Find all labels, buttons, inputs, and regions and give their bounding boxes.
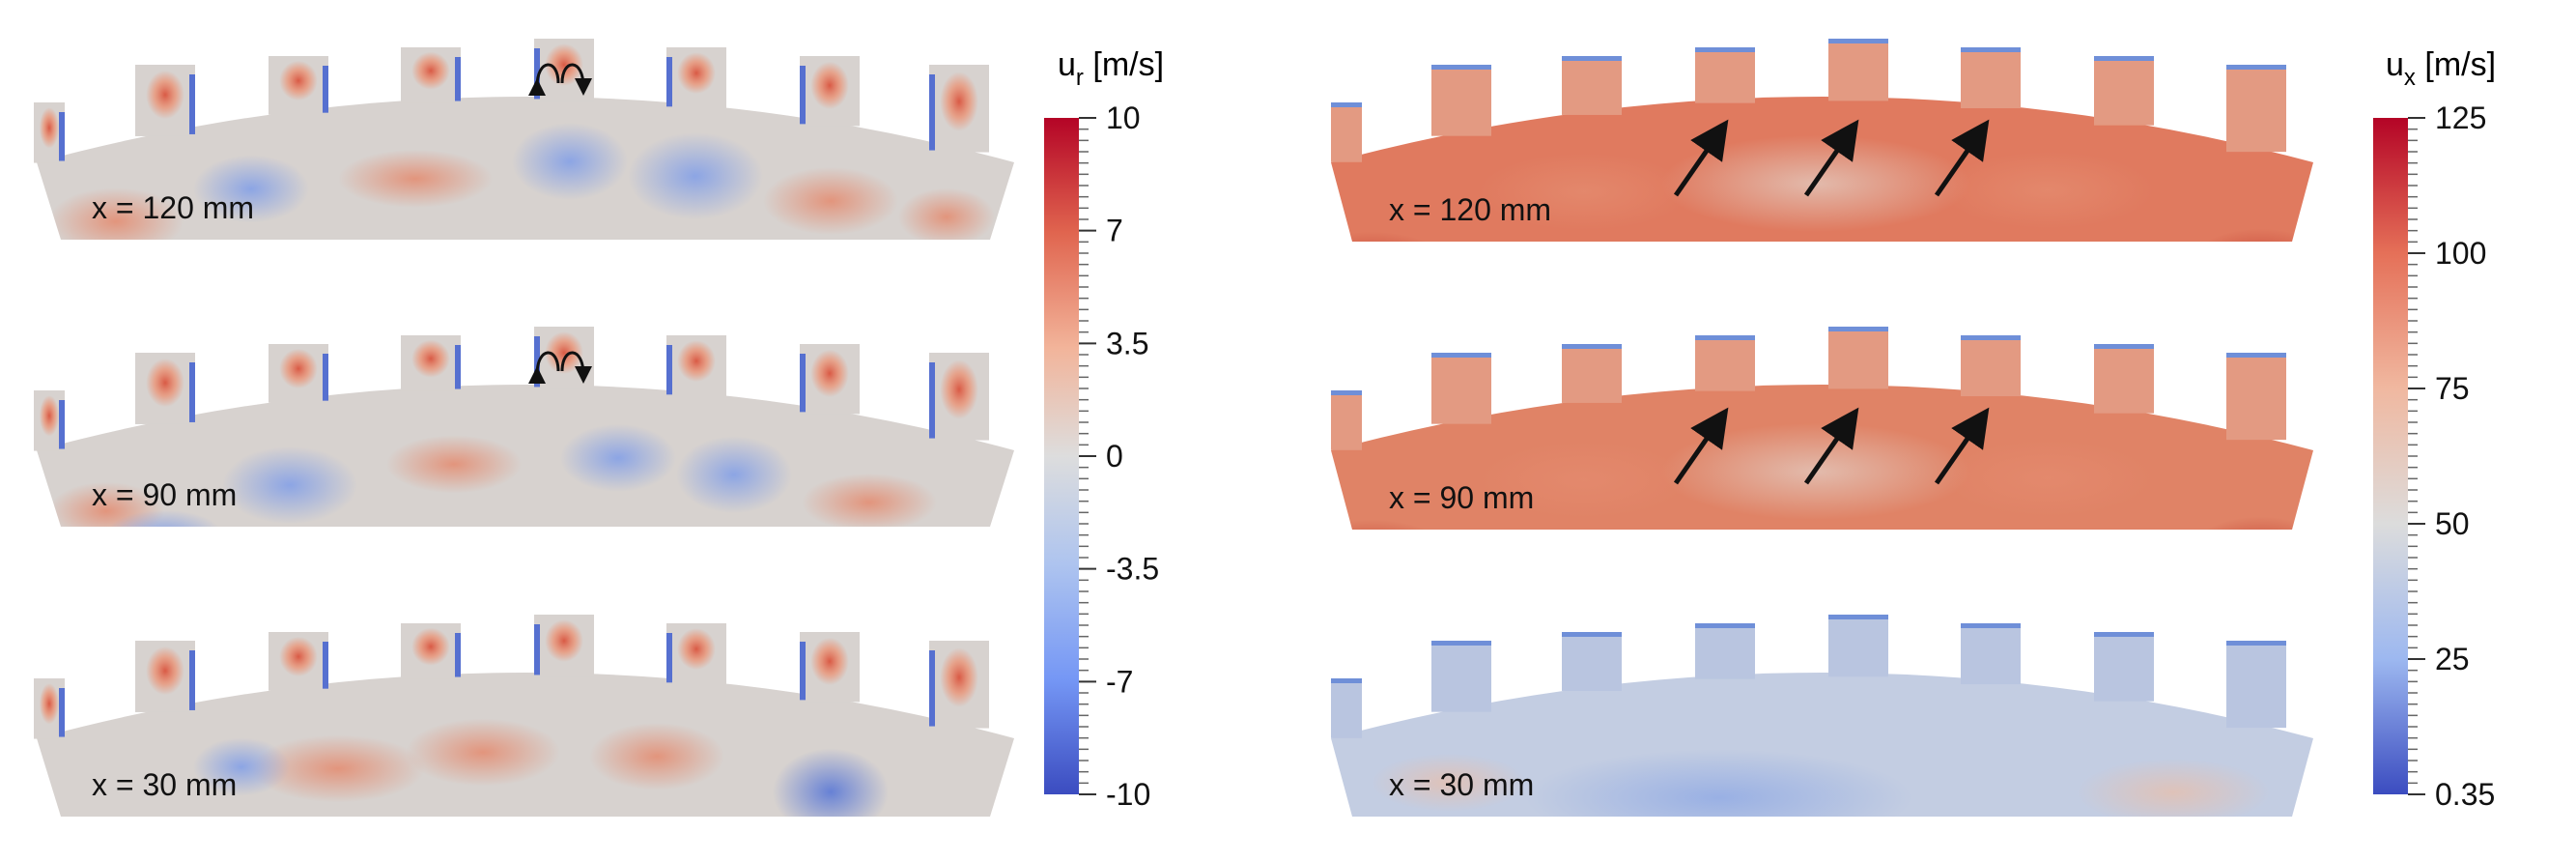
slot	[2094, 344, 2154, 414]
slot	[34, 390, 65, 451]
slot	[1331, 102, 1362, 162]
colorbar-tick-label: 7	[1106, 214, 1123, 248]
ux-slice-2: x = 30 mm	[1331, 615, 2313, 817]
flow-direction-arrow-icon	[1934, 119, 1990, 197]
slot	[1961, 47, 2021, 109]
colorbar-tick-label: 50	[2435, 506, 2470, 541]
ur-slice-2: x = 30 mm	[34, 615, 1014, 817]
colorbar-tick-label: 100	[2435, 236, 2486, 271]
ur-colorbar: ur [m/s] 10 7 3.5 0 -3.5 -7 -10	[1044, 46, 1164, 812]
flow-pattern	[1331, 423, 2313, 530]
slot	[1695, 623, 1755, 679]
slot	[929, 353, 989, 441]
slot	[269, 632, 328, 691]
ur-colorbar-gradient	[1044, 118, 1079, 794]
flow-direction-arrow-icon	[1803, 119, 1859, 197]
slice-position-label: x = 120 mm	[92, 190, 254, 225]
slice-position-label: x = 120 mm	[1389, 192, 1551, 227]
ur-colorbar-title: ur [m/s]	[1058, 46, 1164, 91]
slot	[269, 56, 328, 115]
ur-colorbar-tick-labels: 10 7 3.5 0 -3.5 -7 -10	[1106, 101, 1159, 812]
slot	[1431, 353, 1491, 424]
slot	[534, 615, 594, 677]
slot	[1331, 390, 1362, 450]
colorbar-tick-label: 0	[1106, 439, 1123, 474]
slot	[401, 335, 461, 391]
ur-colorbar-minor-ticks	[1079, 117, 1096, 795]
flow-direction-arrow-icon	[1934, 407, 1990, 485]
radial-velocity-slices: x = 120 mm x = 90 mm x = 30 mm	[34, 39, 1014, 817]
slot	[34, 678, 65, 739]
slot	[1828, 327, 1888, 389]
colorbar-tick-label: 75	[2435, 371, 2470, 406]
ux-colorbar-title: ux [m/s]	[2386, 46, 2496, 91]
slot	[1828, 39, 1888, 101]
slot	[800, 632, 860, 703]
colorbar-tick-label: -7	[1106, 664, 1133, 699]
slot	[929, 65, 989, 153]
slot	[1562, 344, 1622, 403]
slot	[2094, 632, 2154, 702]
slot	[2226, 353, 2286, 441]
slot	[666, 335, 726, 397]
colorbar-tick-label: 3.5	[1106, 326, 1148, 360]
slot	[1828, 615, 1888, 677]
ur-slice-1: x = 90 mm	[34, 327, 1014, 527]
ur-slice-0: x = 120 mm	[34, 39, 1014, 240]
flow-direction-arrow-icon	[1673, 407, 1729, 485]
slot	[2226, 65, 2286, 153]
axial-velocity-slices: x = 120 mm x = 90 mm x = 30 mm	[1331, 39, 2313, 817]
flow-pattern	[48, 123, 995, 240]
slot	[401, 47, 461, 103]
slot	[800, 56, 860, 127]
colorbar-tick-label: 125	[2435, 101, 2486, 135]
ux-colorbar-tick-labels: 125 100 75 50 25 0.35	[2435, 101, 2495, 812]
flow-direction-arrow-icon	[1673, 119, 1729, 197]
slice-position-label: x = 30 mm	[1389, 767, 1534, 802]
slot	[1562, 56, 1622, 115]
slice-position-label: x = 90 mm	[1389, 480, 1534, 515]
ux-slice-1: x = 90 mm	[1331, 327, 2313, 530]
slot	[1961, 335, 2021, 397]
slot	[1331, 678, 1362, 738]
ux-colorbar-minor-ticks	[2408, 117, 2425, 795]
slot	[1562, 632, 1622, 691]
colorbar-tick-label: -10	[1106, 777, 1150, 812]
colorbar-tick-label: 0.35	[2435, 777, 2495, 812]
slot	[666, 623, 726, 685]
slice-position-label: x = 30 mm	[92, 767, 237, 802]
ux-colorbar: ux [m/s] 125 100 75 50 25 0.35	[2373, 46, 2496, 812]
slot	[269, 344, 328, 403]
slot	[1961, 623, 2021, 685]
slot	[666, 47, 726, 109]
counter-rotating-vortex-icon	[527, 63, 592, 97]
flow-pattern	[48, 423, 937, 527]
slot	[1431, 641, 1491, 712]
slice-position-label: x = 90 mm	[92, 477, 237, 512]
ux-colorbar-gradient	[2373, 118, 2408, 794]
flow-pattern	[1372, 749, 2270, 817]
slot	[2226, 641, 2286, 729]
slot	[929, 641, 989, 729]
slot	[135, 353, 195, 424]
flow-pattern	[193, 718, 889, 817]
slot	[34, 102, 65, 163]
slot	[401, 623, 461, 679]
colorbar-tick-label: 10	[1106, 101, 1141, 135]
slot	[1431, 65, 1491, 136]
slot	[1695, 335, 1755, 391]
flow-direction-arrow-icon	[1803, 407, 1859, 485]
slot	[1695, 47, 1755, 103]
colorbar-tick-label: -3.5	[1106, 552, 1159, 587]
slot	[800, 344, 860, 415]
ux-slice-0: x = 120 mm	[1331, 39, 2313, 242]
counter-rotating-vortex-icon	[527, 351, 592, 385]
slot	[135, 641, 195, 712]
colorbar-tick-label: 25	[2435, 642, 2470, 676]
slot	[2094, 56, 2154, 126]
slot	[135, 65, 195, 136]
